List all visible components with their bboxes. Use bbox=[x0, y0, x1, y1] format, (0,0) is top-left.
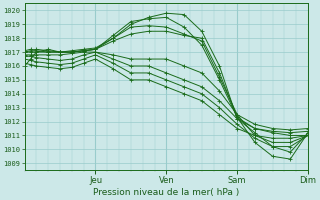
X-axis label: Pression niveau de la mer( hPa ): Pression niveau de la mer( hPa ) bbox=[93, 188, 239, 197]
